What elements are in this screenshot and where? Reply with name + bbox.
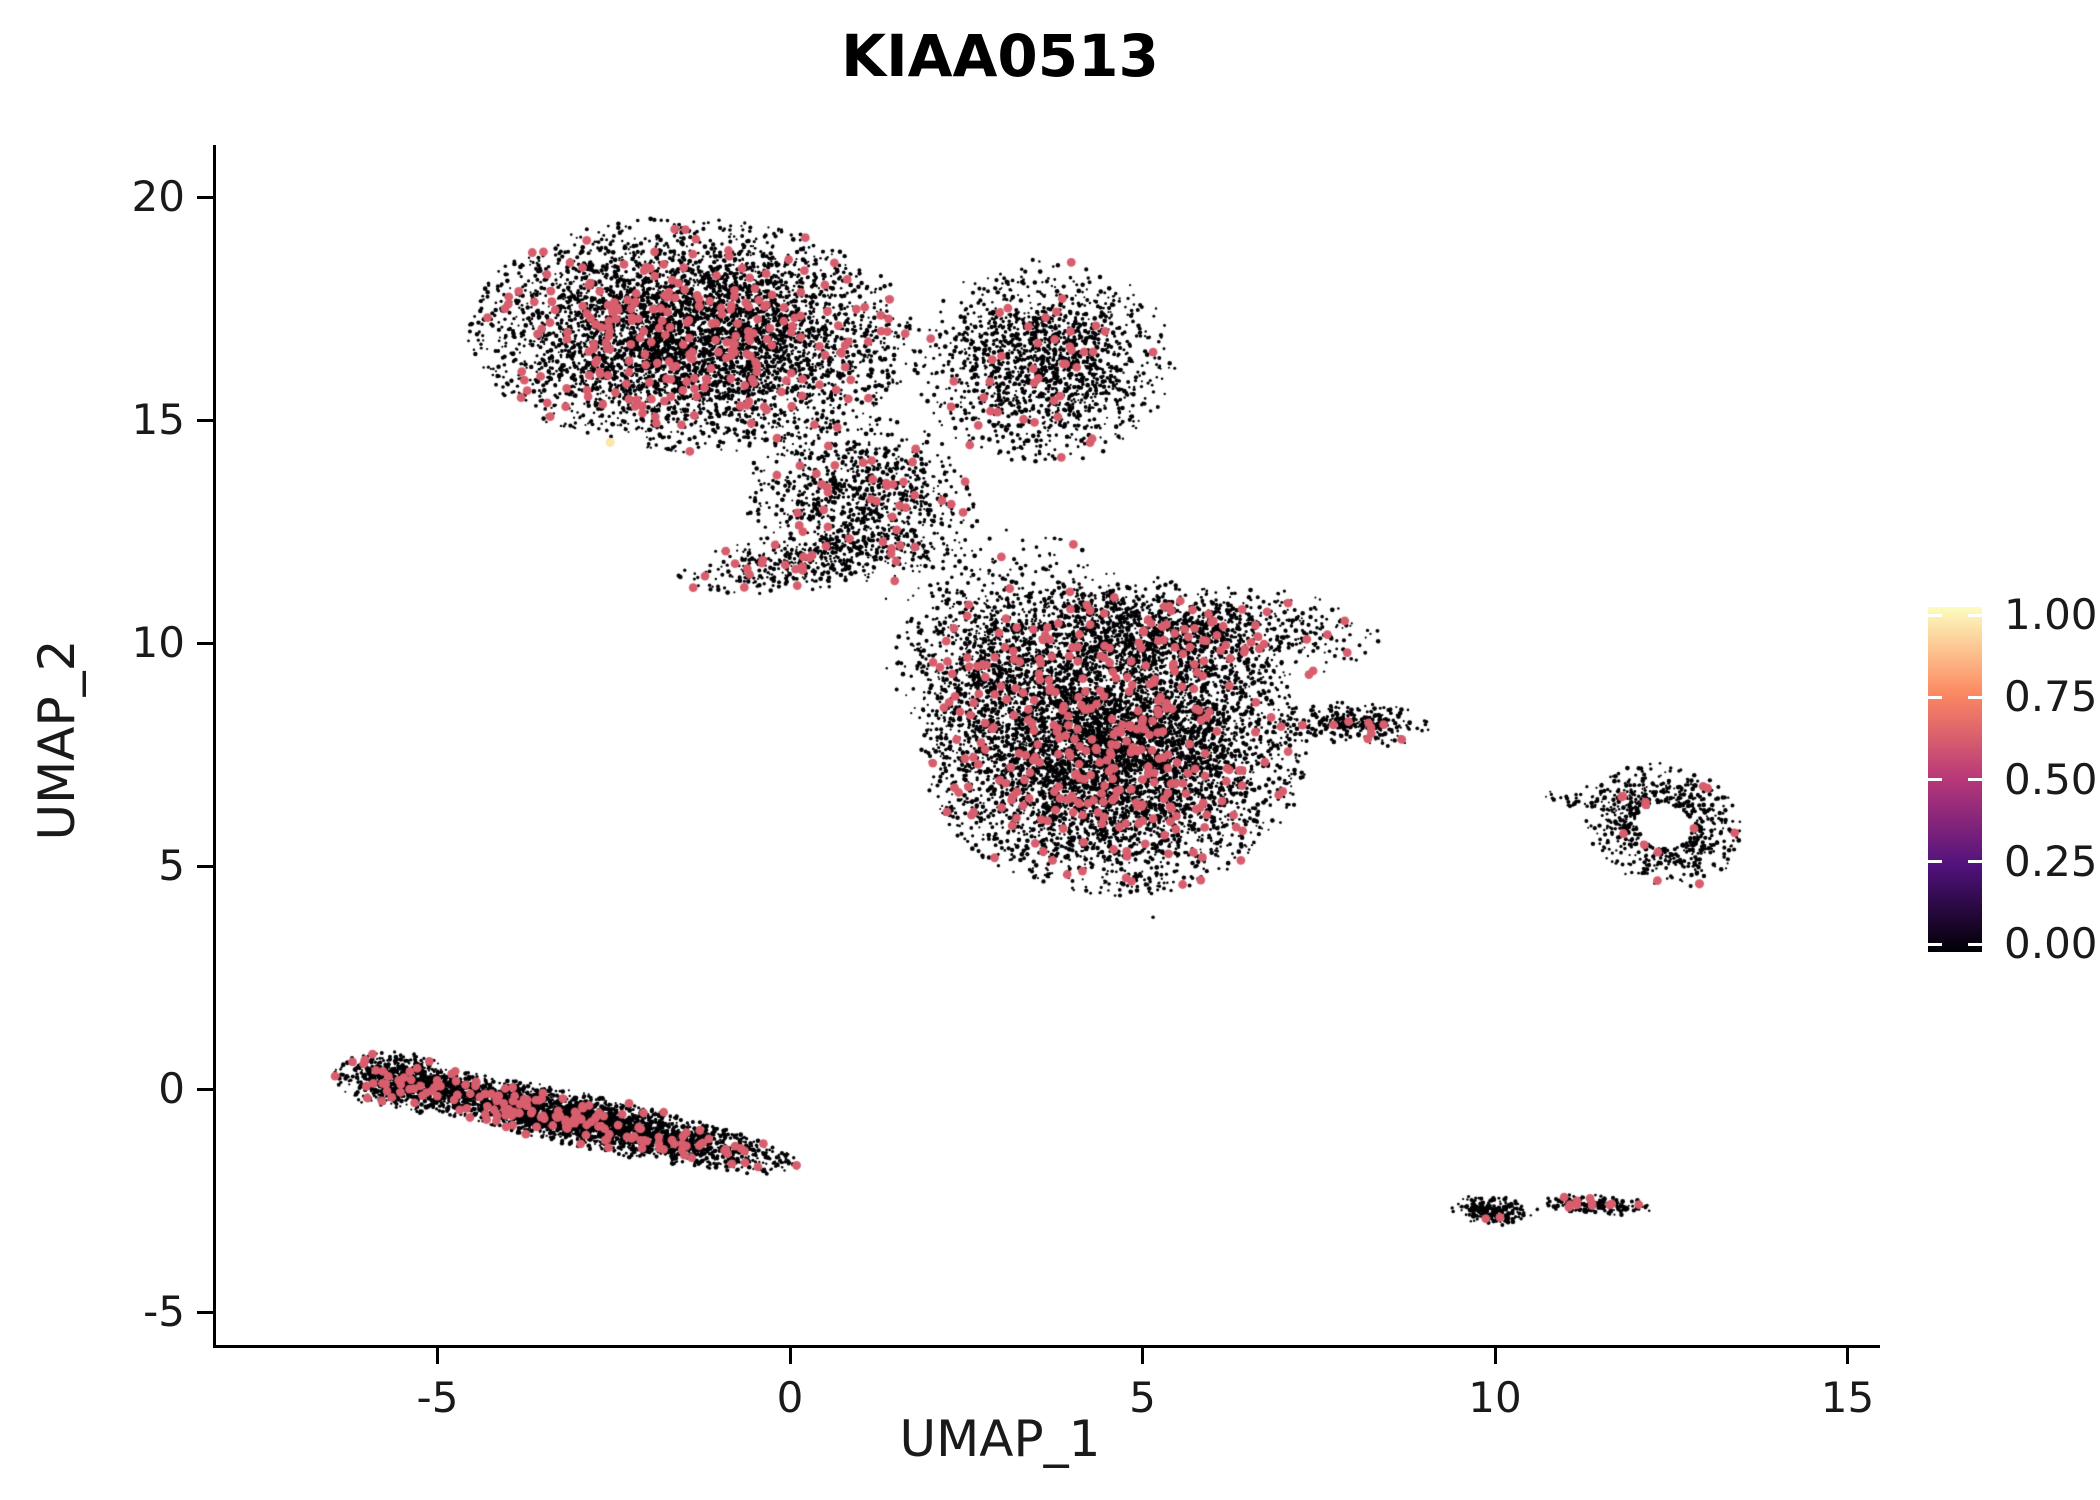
colorbar-tick-label: 1.00 [2004,590,2098,639]
x-tick-mark [1141,1348,1144,1364]
x-tick-label: 0 [776,1373,804,1422]
y-tick-label: -5 [143,1287,185,1336]
y-axis-title: UMAP_2 [28,639,86,841]
y-tick-mark [197,418,213,422]
y-axis-line [213,145,216,1347]
colorbar-tick-mark-right [1968,860,1982,864]
x-tick-label: -5 [416,1373,459,1422]
x-tick-mark [788,1348,792,1364]
y-tick-label: 20 [131,172,185,221]
y-tick-mark [197,1087,213,1091]
colorbar-tick-mark-left [1928,778,1942,781]
y-tick-mark [197,864,213,868]
colorbar-tick-mark-right [1968,942,1982,946]
plot-title: KIAA0513 [841,22,1159,90]
y-tick-mark [197,195,213,199]
y-tick-mark [197,641,213,645]
x-axis-title: UMAP_1 [899,1410,1101,1468]
y-tick-label: 15 [131,395,185,444]
colorbar-tick-mark-right [1968,613,1982,617]
colorbar-tick-mark-right [1968,695,1982,699]
colorbar-tick-label: 0.25 [2004,836,2098,886]
colorbar-tick-label: 0.75 [2004,672,2098,722]
colorbar-tick-label: 0.00 [2004,919,2098,968]
colorbar-tick-mark-left [1928,613,1942,617]
colorbar-tick-label: 0.50 [2004,754,2098,804]
colorbar-tick-mark-left [1928,695,1942,699]
x-tick-label: 5 [1129,1373,1156,1422]
colorbar-tick-mark-left [1928,942,1942,946]
colorbar-tick-mark-left [1928,860,1942,864]
y-tick-label: 5 [158,841,185,890]
y-tick-label: 0 [158,1064,185,1113]
x-axis-line [213,1345,1880,1348]
x-tick-mark [1846,1348,1849,1364]
x-tick-mark [1493,1348,1497,1364]
y-tick-mark [197,1310,213,1314]
colorbar-tick-mark-right [1968,778,1982,781]
x-tick-label: 15 [1820,1373,1875,1422]
y-tick-label: 10 [131,618,185,667]
x-tick-mark [436,1348,439,1364]
x-tick-label: 10 [1468,1373,1522,1422]
